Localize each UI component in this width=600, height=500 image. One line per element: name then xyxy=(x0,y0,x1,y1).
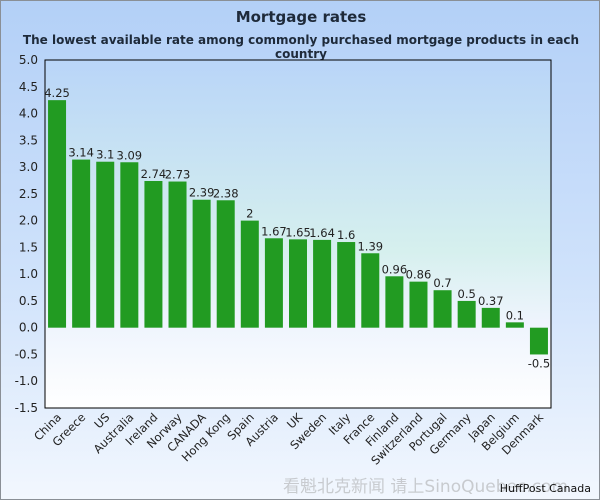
data-label: -0.5 xyxy=(528,356,550,370)
data-label: 1.64 xyxy=(309,226,335,240)
data-label: 3.14 xyxy=(68,146,94,160)
bar xyxy=(72,159,91,328)
bar xyxy=(240,220,259,328)
bar xyxy=(481,307,500,328)
y-tick-label: 3.5 xyxy=(19,133,38,147)
bar xyxy=(289,239,307,328)
bars-group xyxy=(48,100,548,355)
y-tick-label: 1.0 xyxy=(19,267,38,281)
data-label: 2.73 xyxy=(165,168,191,182)
bar xyxy=(120,162,139,328)
y-tick-label: 3.0 xyxy=(19,160,38,174)
bar xyxy=(264,238,283,328)
bar xyxy=(409,281,428,328)
data-label: 1.39 xyxy=(357,239,383,253)
data-label: 3.1 xyxy=(96,148,114,162)
y-tick-label: 2.5 xyxy=(19,187,38,201)
y-tick-label: 2.0 xyxy=(19,214,38,228)
bar xyxy=(529,327,548,355)
y-tick-label: -0.5 xyxy=(15,347,38,361)
bar xyxy=(313,239,332,328)
bar xyxy=(457,300,476,328)
y-tick-label: 4.5 xyxy=(19,80,38,94)
data-label: 0.96 xyxy=(382,262,408,276)
chart-title: Mortgage rates xyxy=(235,8,367,26)
bar xyxy=(385,276,404,328)
data-label: 1.65 xyxy=(285,225,311,239)
y-tick-label: -1.5 xyxy=(15,401,38,415)
data-label: 0.1 xyxy=(506,308,524,322)
bar xyxy=(433,290,452,328)
y-tick-label: 0.0 xyxy=(19,321,38,335)
data-label: 0.7 xyxy=(433,276,451,290)
y-tick-label: 5.0 xyxy=(19,53,38,67)
source-credit: HuffPost Canada xyxy=(499,482,591,495)
data-label: 0.5 xyxy=(458,287,476,301)
y-tick-label: 1.5 xyxy=(19,240,38,254)
bar xyxy=(337,242,356,328)
bar xyxy=(168,181,187,328)
y-tick-label: 4.0 xyxy=(19,107,38,121)
data-label: 0.86 xyxy=(406,268,432,282)
bar xyxy=(48,100,67,328)
bar xyxy=(361,253,380,328)
y-axis: 5.0 4.5 4.0 3.5 3.0 2.5 2.0 1.5 1.0 0.5 0.0 -0.5 -1.… xyxy=(15,53,38,415)
y-tick-label: 0.5 xyxy=(19,294,38,308)
data-label: 2.38 xyxy=(213,186,239,200)
watermark: 看魁北克新闻 请上SinoQuebec.com xyxy=(283,477,569,497)
data-label: 1.6 xyxy=(337,228,355,242)
bar xyxy=(216,200,235,328)
bar xyxy=(96,161,115,328)
data-label: 2 xyxy=(246,207,253,221)
data-label: 1.67 xyxy=(261,224,287,238)
data-label: 4.25 xyxy=(44,86,70,100)
bar xyxy=(505,322,524,328)
data-label: 2.74 xyxy=(141,167,167,181)
data-labels: 4.25 3.14 3.1 3.09 2.742.73 2.392.38 2 1.671.65… xyxy=(44,86,550,370)
y-tick-label: -1.0 xyxy=(15,374,38,388)
data-label: 3.09 xyxy=(117,148,143,162)
data-label: 2.39 xyxy=(189,186,215,200)
data-label: 0.37 xyxy=(478,294,504,308)
bar xyxy=(144,180,163,328)
bar xyxy=(192,199,211,328)
chart-subtitle: The lowest available rate among commonly… xyxy=(22,33,580,61)
